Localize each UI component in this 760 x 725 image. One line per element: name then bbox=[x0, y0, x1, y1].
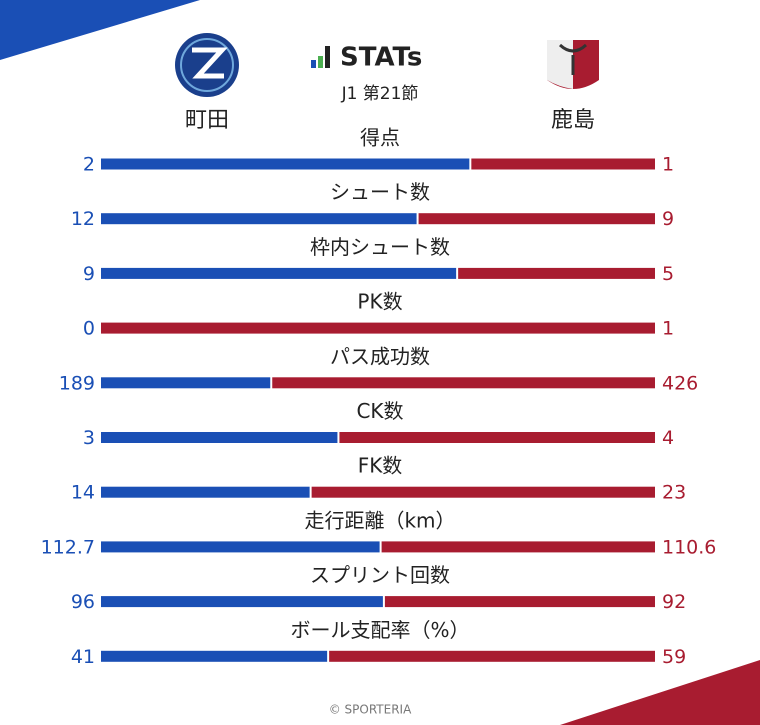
stat-label: 得点 bbox=[360, 126, 400, 150]
home-bar bbox=[101, 267, 457, 279]
away-value: 5 bbox=[662, 263, 674, 285]
home-logo bbox=[175, 33, 239, 97]
away-value: 4 bbox=[662, 427, 674, 449]
away-value: 59 bbox=[662, 646, 686, 668]
away-value: 9 bbox=[662, 208, 674, 230]
home-value: 3 bbox=[83, 427, 95, 449]
home-bar bbox=[101, 541, 380, 553]
stat-label: パス成功数 bbox=[330, 344, 430, 368]
home-value: 14 bbox=[71, 482, 95, 504]
home-value: 0 bbox=[83, 318, 95, 340]
away-bar bbox=[418, 213, 655, 225]
away-bar bbox=[101, 322, 655, 334]
stat-label: 走行距離（km） bbox=[304, 508, 455, 532]
away-bar bbox=[329, 650, 655, 662]
stat-label: ボール支配率（%） bbox=[290, 618, 469, 642]
away-value: 1 bbox=[662, 318, 674, 340]
home-bar bbox=[101, 486, 310, 498]
away-bar bbox=[381, 541, 655, 553]
home-bar bbox=[101, 432, 338, 443]
away-bar bbox=[311, 486, 655, 498]
stat-label: PK数 bbox=[357, 290, 402, 314]
corner-decoration bbox=[0, 0, 200, 60]
corner-decoration bbox=[560, 660, 760, 725]
source: © SPORTERIA bbox=[329, 703, 412, 717]
away-team: 鹿島 bbox=[551, 108, 595, 133]
home-bar bbox=[101, 213, 417, 225]
away-bar bbox=[471, 158, 655, 170]
away-value: 92 bbox=[662, 591, 686, 613]
home-value: 112.7 bbox=[41, 536, 95, 558]
title-icon bbox=[311, 46, 330, 68]
home-bar bbox=[101, 596, 383, 608]
stat-label: シュート数 bbox=[330, 180, 430, 204]
away-bar bbox=[339, 432, 655, 443]
home-value: 41 bbox=[71, 646, 95, 668]
away-bar bbox=[272, 377, 655, 389]
home-value: 96 bbox=[71, 591, 95, 613]
away-bar bbox=[458, 267, 655, 279]
home-bar bbox=[101, 377, 271, 389]
chart-subtitle: J1 第21節 bbox=[341, 84, 419, 104]
home-value: 189 bbox=[59, 372, 95, 394]
away-value: 110.6 bbox=[662, 536, 716, 558]
home-value: 2 bbox=[83, 154, 95, 176]
away-bar bbox=[384, 596, 655, 608]
home-bar bbox=[101, 158, 470, 170]
home-bar bbox=[101, 650, 328, 662]
stat-label: 枠内シュート数 bbox=[310, 235, 450, 259]
away-value: 1 bbox=[662, 154, 674, 176]
stat-label: FK数 bbox=[358, 454, 403, 478]
stat-label: スプリント回数 bbox=[310, 563, 450, 587]
stat-label: CK数 bbox=[356, 399, 403, 423]
away-logo bbox=[547, 40, 599, 89]
home-value: 9 bbox=[83, 263, 95, 285]
chart-title: STATs bbox=[340, 43, 422, 73]
home-value: 12 bbox=[71, 208, 95, 230]
away-value: 23 bbox=[662, 482, 686, 504]
away-value: 426 bbox=[662, 372, 698, 394]
home-team: 町田 bbox=[185, 108, 229, 133]
